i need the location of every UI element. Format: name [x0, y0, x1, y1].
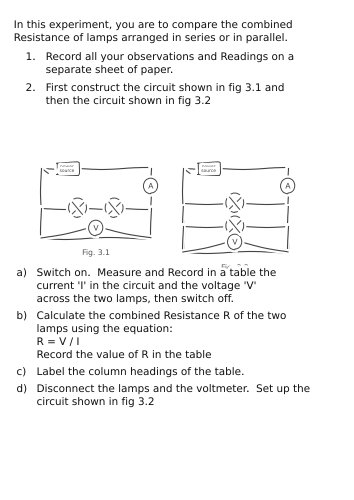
Text: Label the column headings of the table.: Label the column headings of the table.	[36, 367, 245, 377]
Text: V: V	[232, 238, 238, 246]
Text: a): a)	[16, 268, 27, 278]
Text: b): b)	[16, 311, 27, 321]
Text: source: source	[201, 169, 216, 173]
Text: Record the value of R in the table: Record the value of R in the table	[36, 350, 211, 360]
Circle shape	[69, 199, 86, 217]
Text: 2.: 2.	[25, 83, 36, 93]
Bar	[56, 162, 78, 174]
Text: c): c)	[16, 367, 26, 377]
Circle shape	[144, 179, 157, 193]
Text: Resistance of lamps arranged in series or in parallel.: Resistance of lamps arranged in series o…	[14, 33, 289, 43]
Bar	[198, 162, 219, 174]
Text: across the two lamps, then switch off.: across the two lamps, then switch off.	[36, 294, 235, 304]
Text: power: power	[202, 165, 215, 169]
Text: R = V / I: R = V / I	[36, 337, 79, 347]
Text: Fig. 3.2: Fig. 3.2	[221, 263, 249, 272]
Text: First construct the circuit shown in fig 3.1 and: First construct the circuit shown in fig…	[46, 83, 285, 93]
Text: Record all your observations and Readings on a: Record all your observations and Reading…	[46, 52, 295, 62]
Text: A: A	[285, 182, 291, 190]
Text: separate sheet of paper.: separate sheet of paper.	[46, 65, 173, 75]
Text: source: source	[59, 169, 74, 173]
Circle shape	[227, 194, 243, 212]
Text: Disconnect the lamps and the voltmeter.  Set up the: Disconnect the lamps and the voltmeter. …	[36, 384, 310, 394]
Circle shape	[281, 179, 294, 193]
Text: Fig. 3.1: Fig. 3.1	[82, 248, 110, 257]
Circle shape	[106, 199, 122, 217]
Text: then the circuit shown in fig 3.2: then the circuit shown in fig 3.2	[46, 96, 212, 106]
Circle shape	[227, 217, 243, 235]
Text: d): d)	[16, 384, 27, 394]
Text: current 'I' in the circuit and the voltage 'V': current 'I' in the circuit and the volta…	[36, 281, 257, 291]
Text: A: A	[148, 182, 153, 190]
Text: In this experiment, you are to compare the combined: In this experiment, you are to compare t…	[14, 20, 293, 30]
Text: V: V	[93, 224, 99, 232]
Text: circuit shown in fig 3.2: circuit shown in fig 3.2	[36, 397, 155, 407]
Text: 1.: 1.	[25, 52, 36, 62]
Text: power: power	[60, 165, 74, 169]
Circle shape	[90, 221, 102, 235]
Circle shape	[229, 235, 241, 249]
Text: Switch on.  Measure and Record in a table the: Switch on. Measure and Record in a table…	[36, 268, 276, 278]
Text: lamps using the equation:: lamps using the equation:	[36, 324, 173, 334]
Text: Calculate the combined Resistance R of the two: Calculate the combined Resistance R of t…	[36, 311, 287, 321]
